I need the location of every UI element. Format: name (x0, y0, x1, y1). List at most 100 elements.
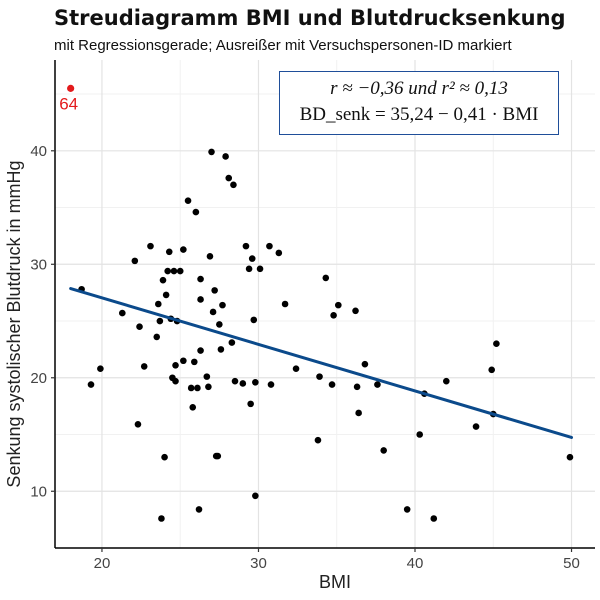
data-point (222, 153, 229, 160)
data-point (230, 181, 237, 189)
data-point (140, 363, 148, 370)
data-point (416, 431, 423, 438)
regression-equation: BD_senk = 35,24 − 0,41 · BMI (299, 104, 539, 125)
outlier-label: 64 (59, 94, 78, 113)
axes (54, 60, 595, 549)
data-point (566, 453, 574, 461)
chart-subtitle: mit Regressionsgerade; Ausreißer mit Ver… (54, 37, 512, 54)
data-point (208, 148, 215, 156)
data-point (252, 379, 259, 386)
data-point (147, 242, 154, 250)
data-point (211, 287, 218, 294)
x-tick-label: 40 (407, 555, 424, 572)
regression-line (69, 287, 574, 439)
y-tick-label: 30 (30, 256, 47, 273)
data-point (355, 409, 362, 417)
y-tick-label: 10 (30, 483, 47, 500)
data-point (239, 380, 247, 387)
data-point (206, 253, 214, 260)
data-point (156, 317, 164, 325)
regression-line-group (69, 287, 574, 439)
data-point (176, 267, 184, 275)
data-point (187, 384, 195, 392)
data-point (197, 275, 204, 283)
data-point (267, 381, 275, 388)
data-point (322, 274, 330, 282)
outlier-point (67, 84, 75, 92)
chart-title: Streudiagramm BMI und Blutdrucksenkung (54, 6, 566, 30)
data-point (245, 265, 253, 273)
x-tick-label: 50 (563, 555, 580, 572)
y-axis-label: Senkung systolischer Blutdruck in mmHg (4, 160, 24, 487)
data-point (164, 267, 171, 275)
data-point (97, 365, 104, 372)
data-point (191, 358, 198, 366)
data-point (250, 316, 258, 324)
data-point (292, 365, 300, 372)
data-point (330, 312, 337, 319)
data-point (205, 383, 212, 391)
x-tick-label: 20 (94, 555, 111, 572)
data-point (197, 347, 204, 354)
data-point (189, 403, 197, 411)
data-point (374, 381, 381, 388)
y-tick-label: 20 (30, 370, 47, 387)
data-point (194, 384, 201, 392)
data-point (225, 174, 233, 182)
data-point (216, 321, 223, 328)
data-point (153, 333, 161, 341)
correlation-text: r ≈ −0,36 und r² ≈ 0,13 (330, 78, 508, 99)
x-tick-label: 30 (250, 555, 267, 572)
data-point (195, 506, 203, 513)
data-point (252, 492, 259, 500)
data-point (87, 381, 95, 388)
data-point (159, 276, 167, 284)
tick-labels: 20 30 40 50 10 20 30 40 (30, 143, 580, 572)
data-point (170, 267, 178, 275)
data-point (131, 257, 139, 265)
data-point (134, 420, 142, 428)
data-point (219, 301, 226, 309)
data-point (488, 366, 495, 374)
data-point (335, 301, 342, 309)
data-points (78, 148, 574, 522)
data-point (165, 248, 173, 256)
data-point (184, 197, 192, 205)
data-point (403, 506, 411, 513)
data-point (316, 373, 323, 380)
data-point (162, 291, 170, 299)
data-point (136, 323, 143, 330)
data-point (281, 300, 289, 308)
data-point (172, 377, 179, 385)
outlier-points: 64 (59, 84, 78, 113)
data-point (493, 340, 500, 348)
data-point (361, 360, 369, 368)
regression-annotation-box: r ≈ −0,36 und r² ≈ 0,13 BD_senk = 35,24 … (279, 71, 559, 135)
data-point (228, 339, 236, 346)
data-point (192, 208, 200, 216)
data-point (172, 361, 179, 369)
data-point (217, 346, 225, 353)
data-point (275, 249, 283, 257)
data-point (256, 265, 264, 273)
data-point (314, 436, 322, 444)
data-point (158, 515, 165, 522)
data-point (430, 515, 438, 522)
data-point (231, 377, 239, 385)
data-point (266, 242, 273, 250)
data-point (214, 452, 222, 460)
data-point (472, 423, 480, 430)
data-point (328, 381, 336, 388)
data-point (443, 377, 450, 385)
data-point (180, 357, 187, 365)
data-point (119, 309, 126, 317)
data-point (353, 383, 361, 391)
data-point (352, 307, 359, 315)
y-tick-label: 40 (30, 143, 47, 160)
x-axis-label: BMI (319, 572, 351, 592)
data-point (197, 296, 204, 303)
data-point (247, 400, 254, 408)
data-point (180, 246, 187, 253)
data-point (380, 447, 387, 454)
data-point (161, 453, 168, 461)
